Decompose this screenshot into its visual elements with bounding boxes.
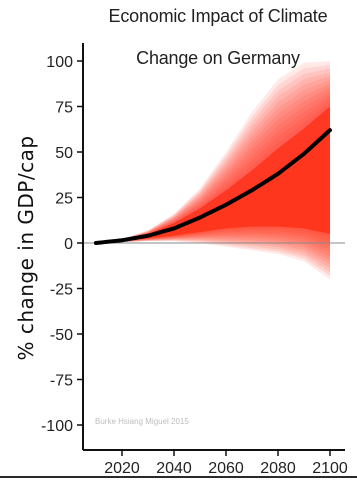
uncertainty-band-upper-layer [96,72,330,243]
uncertainty-band-core [96,106,330,243]
uncertainty-band-upper-layer [96,61,330,243]
uncertainty-band-lower-layer [96,130,330,276]
uncertainty-band-lower-layer [96,130,330,261]
x-tick-label: 2100 [312,460,348,477]
x-tick-label: 2060 [208,460,244,477]
uncertainty-band-upper-layer [96,83,330,243]
axes: 100 75 50 25 0 -25 -50 -75 -100 2020 2040 2060 2080 2… [41,43,348,477]
x-tick-label: 2040 [156,460,192,477]
y-tick-label: -50 [50,327,73,344]
uncertainty-band-upper-layer [96,64,330,243]
uncertainty-band-lower-layer [96,130,330,280]
median-line [94,128,332,245]
y-tick-label: 50 [55,145,73,162]
uncertainty-band-upper-layer [96,68,330,243]
y-tick-label: 100 [46,54,73,71]
y-tick-label: 75 [55,100,73,117]
y-tick-label: 25 [55,191,73,208]
chart-title-line-2: Change on Germany [136,48,300,68]
x-tick-label: 2020 [104,460,140,477]
y-tick-label: -25 [50,282,73,299]
x-tick-label: 2080 [260,460,296,477]
uncertainty-band-lower-layer [96,130,330,269]
uncertainty-band-upper-layer [96,79,330,244]
y-tick-label: -100 [41,418,73,435]
credit-text: Burke Hsiang Miguel 2015 [95,417,189,426]
uncertainty-band-upper-layer [96,87,330,243]
chart-title-line-1: Economic Impact of Climate [108,6,328,26]
uncertainty-band-upper-layer [96,76,330,243]
y-tick-label: -75 [50,373,73,390]
plot-area [83,61,345,280]
uncertainty-band-lower-layer [96,130,330,265]
y-tick-label: 0 [64,236,73,253]
bottom-border [0,476,357,478]
